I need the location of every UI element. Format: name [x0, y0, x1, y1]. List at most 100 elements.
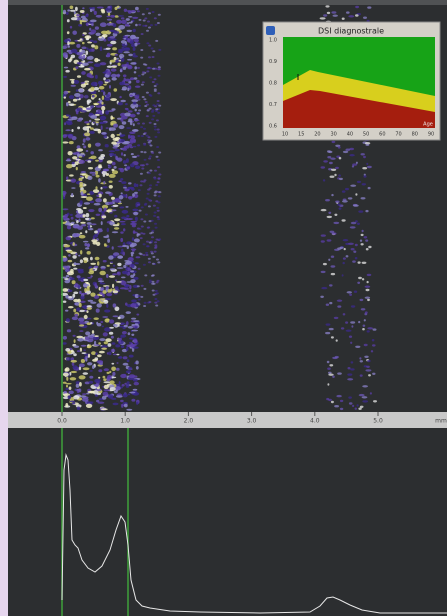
speckle — [95, 383, 99, 388]
speckle — [115, 155, 118, 160]
speckle — [80, 82, 85, 84]
speckle — [153, 177, 157, 180]
speckle — [100, 408, 108, 411]
speckle — [81, 71, 86, 75]
speckle — [76, 220, 79, 224]
speckle — [148, 155, 152, 158]
speckle — [148, 56, 151, 59]
speckle — [137, 122, 141, 125]
speckle — [100, 186, 103, 190]
speckle — [149, 144, 153, 147]
speckle — [142, 133, 146, 135]
speckle — [110, 40, 117, 45]
speckle — [133, 139, 136, 143]
speckle — [156, 206, 160, 209]
speckle — [155, 281, 159, 284]
speckle — [112, 353, 118, 356]
speckle — [80, 250, 83, 255]
speckle — [113, 123, 119, 128]
speckle — [131, 237, 135, 241]
speckle — [339, 407, 344, 411]
speckle — [62, 255, 67, 258]
speckle — [345, 329, 352, 332]
speckle — [146, 139, 150, 142]
speckle — [68, 296, 73, 299]
speckle — [92, 121, 96, 124]
speckle — [138, 18, 142, 21]
speckle — [359, 298, 364, 302]
speckle — [120, 373, 127, 379]
speckle — [99, 301, 105, 304]
speckle — [68, 58, 72, 63]
speckle — [145, 91, 149, 94]
speckle — [353, 250, 357, 253]
speckle — [337, 305, 342, 308]
speckle — [79, 38, 83, 41]
speckle — [116, 19, 123, 24]
speckle — [151, 229, 155, 232]
speckle — [148, 107, 152, 110]
speckle — [98, 90, 100, 92]
speckle — [108, 127, 112, 131]
speckle — [359, 239, 363, 242]
speckle — [121, 331, 127, 335]
speckle — [75, 6, 78, 12]
speckle — [355, 161, 358, 164]
speckle — [143, 158, 147, 161]
speckle — [84, 336, 90, 340]
speckle — [86, 251, 91, 255]
speckle — [77, 209, 84, 214]
speckle — [116, 141, 123, 144]
speckle — [129, 140, 134, 144]
speckle — [132, 378, 138, 382]
speckle — [116, 367, 120, 371]
speckle — [137, 189, 141, 192]
speckle — [342, 239, 349, 242]
speckle — [128, 374, 136, 379]
speckle — [125, 311, 131, 314]
speckle — [75, 110, 79, 115]
speckle — [112, 146, 118, 149]
speckle — [85, 331, 91, 336]
speckle — [359, 405, 364, 408]
speckle — [90, 292, 96, 297]
speckle — [325, 323, 331, 326]
speckle — [97, 277, 103, 281]
speckle — [119, 168, 125, 173]
speckle — [95, 198, 102, 203]
speckle — [62, 342, 67, 345]
speckle — [90, 127, 94, 130]
speckle — [122, 356, 128, 360]
speckle — [86, 310, 89, 313]
speckle — [122, 66, 127, 70]
speckle — [114, 218, 121, 222]
speckle — [132, 16, 139, 19]
speckle — [143, 151, 147, 154]
speckle — [90, 256, 93, 261]
speckle — [90, 151, 94, 155]
speckle — [350, 221, 357, 225]
speckle — [145, 103, 149, 106]
speckle — [355, 345, 361, 348]
speckle — [90, 217, 95, 220]
speckle — [142, 63, 146, 66]
speckle — [68, 103, 75, 106]
speckle — [116, 134, 121, 136]
speckle — [341, 274, 344, 277]
speckle — [130, 222, 137, 226]
speckle — [85, 14, 89, 18]
speckle — [331, 11, 337, 14]
speckle — [109, 29, 116, 32]
speckle — [83, 145, 87, 149]
speckle — [93, 317, 99, 321]
speckle — [91, 23, 94, 27]
speckle — [80, 344, 87, 347]
speckle — [144, 274, 148, 277]
speckle — [105, 79, 109, 82]
speckle — [67, 259, 73, 263]
speckle — [79, 395, 87, 398]
speckle — [320, 240, 325, 243]
speckle — [62, 372, 69, 377]
speckle — [130, 220, 137, 223]
speckle — [146, 42, 150, 45]
